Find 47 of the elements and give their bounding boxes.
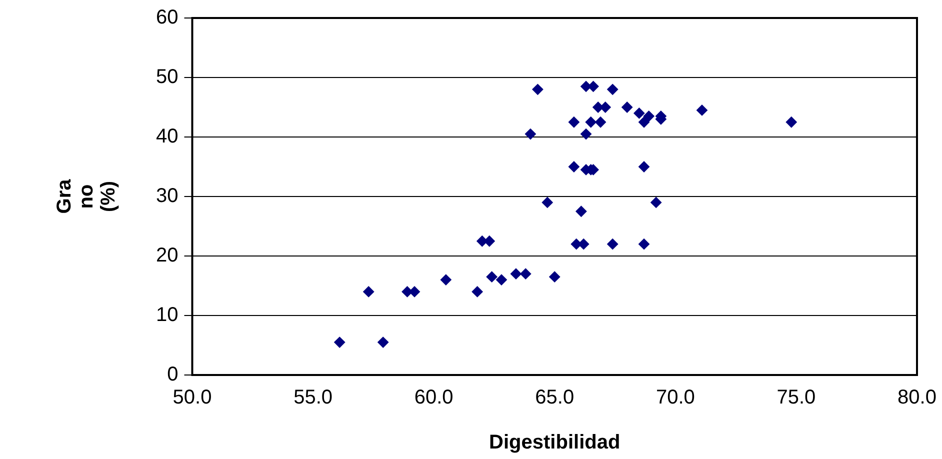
point: [520, 268, 532, 280]
point: [643, 110, 654, 122]
x-tick-label: 65.0: [535, 386, 574, 409]
point: [650, 196, 662, 208]
point: [542, 196, 553, 208]
x-tick-label: 50.0: [172, 386, 212, 409]
x-axis-title: Digestibilidad: [489, 432, 620, 454]
y-tick-label: 50: [156, 66, 178, 88]
x-tick-label: 55.0: [294, 386, 333, 409]
point: [607, 238, 618, 250]
point: [638, 116, 650, 128]
point: [496, 274, 507, 286]
x-tick-label: 80.0: [898, 386, 936, 409]
point: [585, 116, 596, 128]
point: [607, 84, 618, 95]
point: [696, 104, 708, 116]
point: [378, 336, 389, 348]
x-tick-label: 60.0: [414, 386, 454, 409]
y-tick-label: 0: [167, 364, 178, 386]
point: [580, 128, 592, 140]
y-tick-label: 40: [156, 126, 178, 148]
point: [786, 116, 797, 128]
point: [334, 336, 346, 348]
point: [549, 271, 560, 282]
point: [409, 286, 420, 298]
point: [576, 206, 587, 217]
x-tick-label: 75.0: [776, 386, 816, 409]
point: [524, 128, 536, 140]
point: [486, 271, 498, 282]
y-tick-label: 20: [156, 244, 178, 267]
y-tick-label: 10: [156, 304, 178, 326]
point: [363, 286, 374, 298]
point: [568, 116, 580, 128]
point: [440, 274, 452, 286]
y-tick-label: 30: [156, 185, 178, 208]
point: [595, 116, 606, 128]
point: [510, 268, 522, 280]
point: [638, 161, 650, 172]
point: [638, 238, 650, 250]
x-tick-label: 70.0: [656, 386, 695, 409]
point: [472, 286, 483, 298]
point: [622, 102, 633, 113]
point: [532, 84, 544, 95]
point: [634, 108, 645, 119]
point: [568, 161, 580, 172]
y-tick-label: 60: [156, 6, 178, 29]
y-axis-title: Gra no (%): [54, 178, 120, 214]
